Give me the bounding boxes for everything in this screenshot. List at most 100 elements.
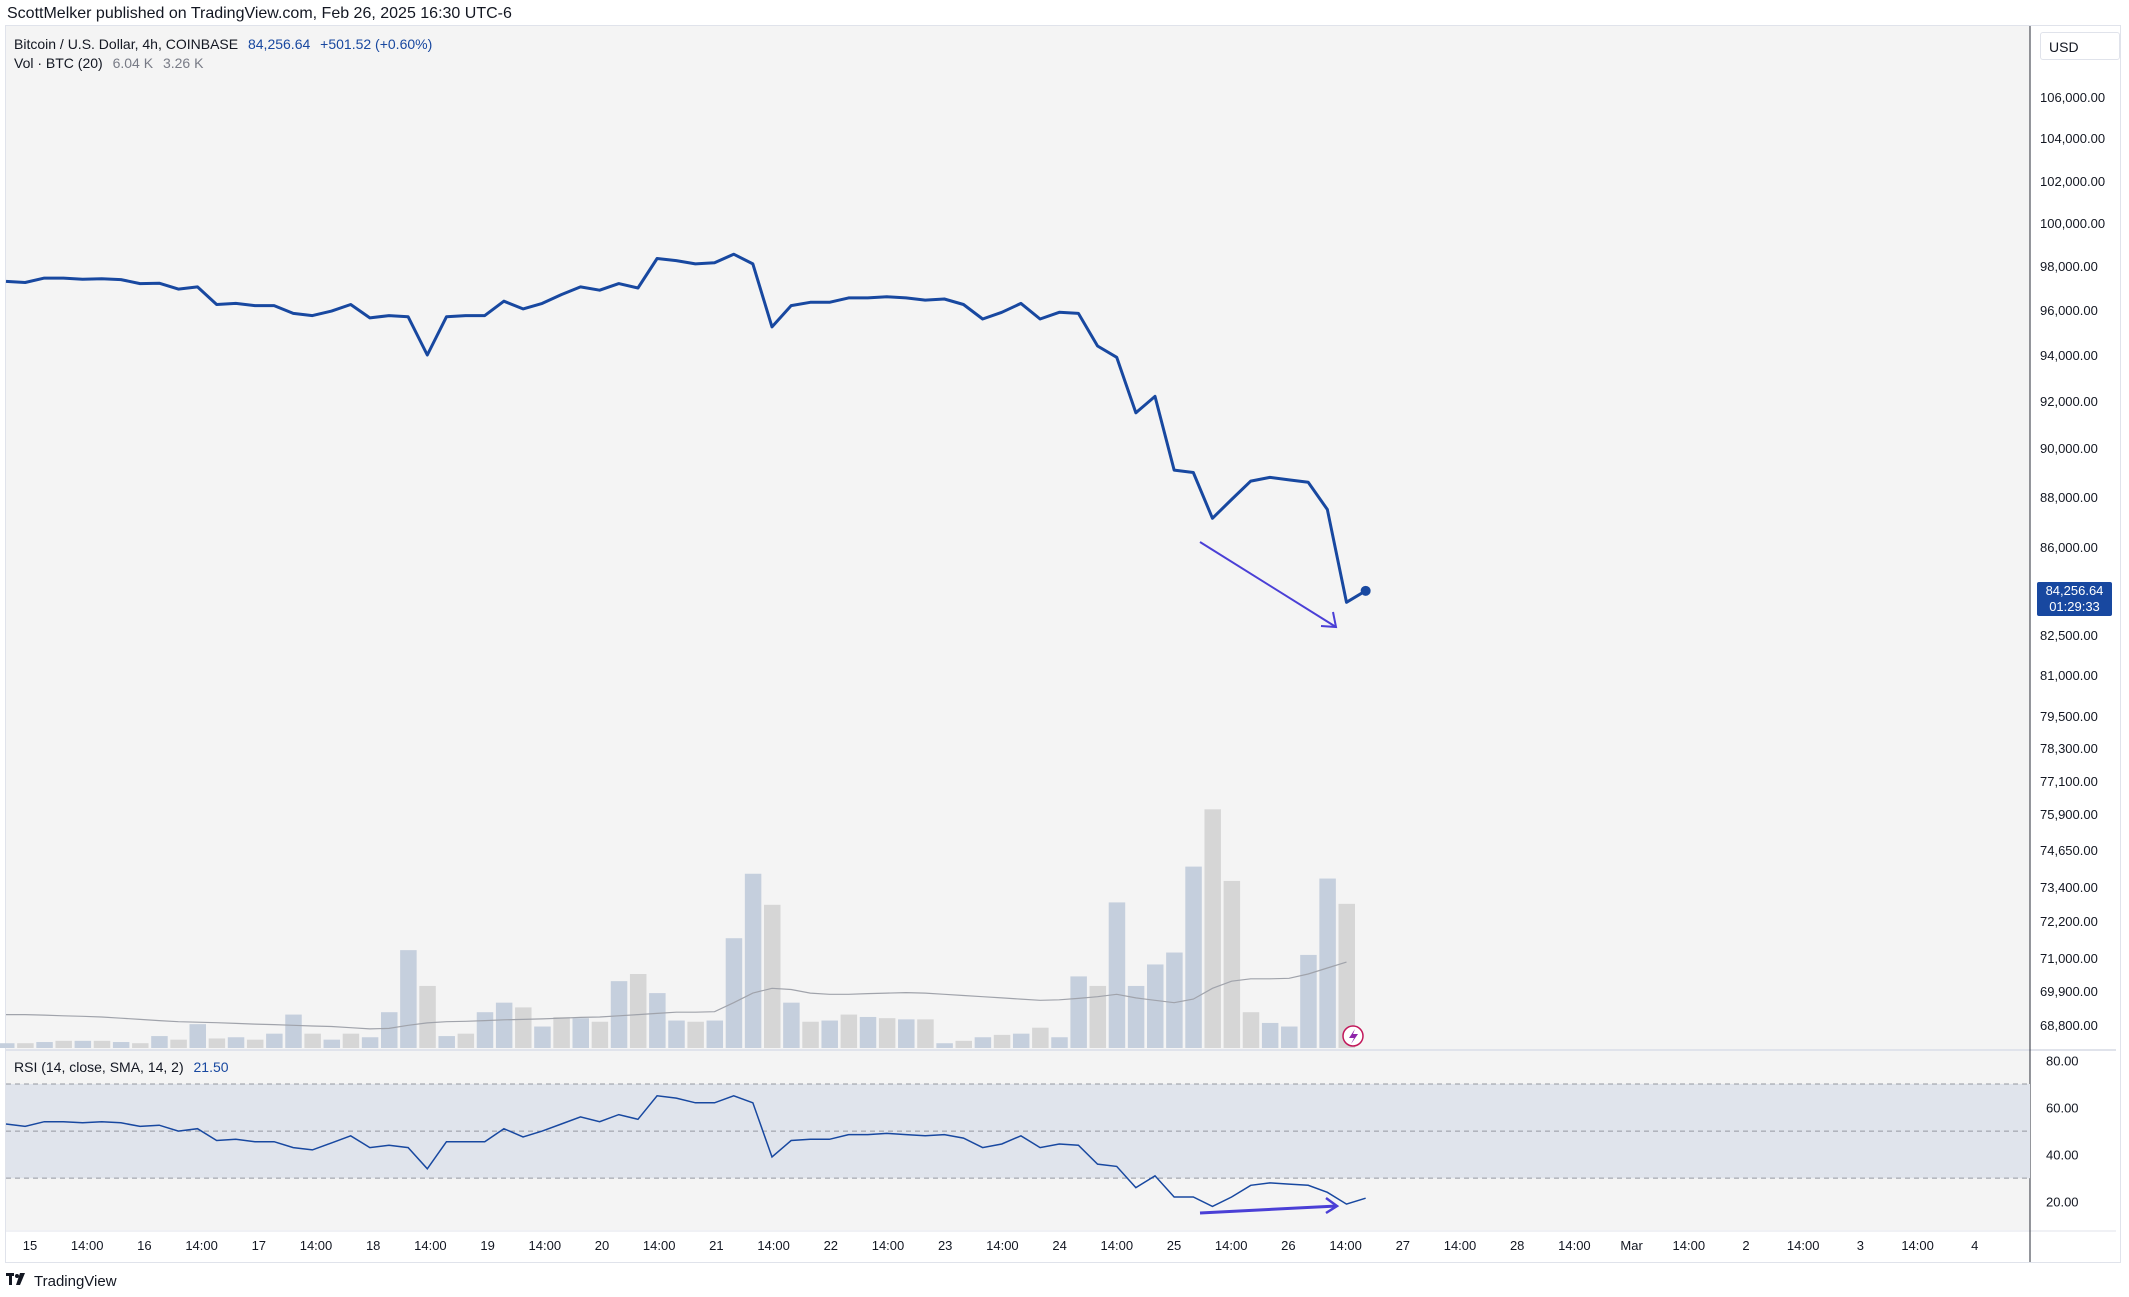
price-axis-label: 106,000.00 — [2040, 90, 2105, 105]
price-pane — [5, 252, 1371, 604]
time-axis-label: 23 — [938, 1238, 952, 1253]
rsi-line — [5, 1095, 1366, 1208]
price-axis-label: 77,100.00 — [2040, 774, 2098, 789]
drawings[interactable] — [1199, 541, 1364, 1215]
time-axis-label: 14:00 — [872, 1238, 905, 1253]
volume-bar — [1070, 976, 1087, 1048]
tradingview-logo-icon — [6, 1272, 28, 1290]
rsi-title[interactable]: RSI (14, close, SMA, 14, 2) — [14, 1059, 184, 1075]
time-axis-label: 18 — [366, 1238, 380, 1253]
volume-bar — [859, 1016, 877, 1048]
time-axis-label: 27 — [1396, 1238, 1410, 1253]
volume-bar — [112, 1042, 130, 1048]
time-axis-label: 24 — [1052, 1238, 1066, 1253]
price-axis-label: 69,900.00 — [2040, 984, 2098, 999]
price-axis-label: 92,000.00 — [2040, 394, 2098, 409]
volume-bar — [304, 1033, 321, 1048]
price-axis-label: 88,000.00 — [2040, 490, 2098, 505]
time-axis-label: 14:00 — [1673, 1238, 1706, 1253]
volume-bar — [1281, 1026, 1298, 1048]
time-axis-label: 14:00 — [185, 1238, 218, 1253]
time-axis-label: 14:00 — [757, 1238, 790, 1253]
time-axis-label: 14:00 — [1215, 1238, 1248, 1253]
price-axis-label: 104,000.00 — [2040, 131, 2105, 146]
time-axis-label: 14:00 — [1901, 1238, 1934, 1253]
volume-bar — [572, 1018, 589, 1048]
volume-bar — [764, 904, 781, 1048]
time-axis-label: Mar — [1620, 1238, 1643, 1253]
time-axis-label: 14:00 — [529, 1238, 562, 1253]
last-price-tag: 84,256.64 01:29:33 — [2037, 582, 2112, 616]
volume-bar — [93, 1040, 111, 1048]
volume-bar — [1261, 1022, 1279, 1048]
volume-bar — [0, 1043, 15, 1048]
time-axis-label: 21 — [709, 1238, 723, 1253]
currency-selector[interactable]: USD — [2040, 32, 2120, 60]
volume-ma-value: 3.26 K — [162, 55, 204, 71]
price-axis-label: 78,300.00 — [2040, 741, 2098, 756]
footer-brand-label: TradingView — [34, 1272, 117, 1290]
price-tag-value: 84,256.64 — [2045, 583, 2104, 598]
volume-bar — [1204, 809, 1221, 1048]
rsi-axis-label: 80.00 — [2046, 1053, 2079, 1068]
volume-bar — [725, 938, 743, 1048]
volume-bar — [1242, 1012, 1260, 1048]
time-axis-label: 14:00 — [71, 1238, 104, 1253]
volume-bar — [419, 985, 436, 1048]
time-axis-label: 14:00 — [1558, 1238, 1591, 1253]
volume-bar — [361, 1037, 379, 1048]
volume-bar — [266, 1033, 283, 1048]
price-axis-label: 98,000.00 — [2040, 259, 2098, 274]
axes: 106,000.00 104,000.00 102,000.00 100,000.00… — [23, 90, 2105, 1253]
time-axis-label: 2 — [1742, 1238, 1749, 1253]
time-axis-label: 26 — [1281, 1238, 1295, 1253]
price-axis-label: 90,000.00 — [2040, 441, 2098, 456]
price-axis-label: 86,000.00 — [2040, 540, 2098, 555]
time-axis-label: 14:00 — [1329, 1238, 1362, 1253]
volume-title[interactable]: Vol · BTC (20) — [14, 55, 103, 71]
volume-bar — [802, 1021, 819, 1048]
main-legend: Bitcoin / U.S. Dollar, 4h, COINBASE 84,2… — [14, 36, 438, 52]
time-axis-label: 16 — [137, 1238, 151, 1253]
volume-bar — [591, 1021, 609, 1048]
volume-bar — [438, 1036, 455, 1048]
volume-bar — [132, 1043, 149, 1048]
chart-background — [6, 26, 2116, 1262]
price-axis-label: 71,000.00 — [2040, 951, 2098, 966]
time-axis-label: 20 — [595, 1238, 609, 1253]
price-divergence-arrowhead — [1320, 611, 1338, 629]
volume-bar — [840, 1014, 858, 1048]
time-axis-label: 14:00 — [643, 1238, 676, 1253]
volume-bar — [898, 1019, 915, 1048]
volume-bar — [17, 1043, 34, 1048]
time-axis-label: 14:00 — [414, 1238, 447, 1253]
published-header: ScottMelker published on TradingView.com… — [7, 5, 512, 22]
symbol-title[interactable]: Bitcoin / U.S. Dollar, 4h, COINBASE — [14, 36, 239, 52]
volume-bar — [227, 1037, 245, 1048]
rsi-axis-label: 40.00 — [2046, 1148, 2079, 1163]
volume-bar — [917, 1019, 934, 1048]
volume-legend: Vol · BTC (20) 6.04 K 3.26 K — [14, 55, 209, 71]
price-axis-label: 82,500.00 — [2040, 628, 2098, 643]
price-axis-label: 72,200.00 — [2040, 914, 2098, 929]
volume-bar — [974, 1037, 992, 1048]
price-change: +501.52 (+0.60%) — [320, 36, 433, 52]
volume-bar — [515, 1007, 532, 1048]
volume-bar — [246, 1039, 264, 1048]
price-divergence-arrow — [1199, 541, 1337, 628]
time-axis-label: 14:00 — [1787, 1238, 1820, 1253]
footer-brand[interactable]: TradingView — [6, 1272, 117, 1290]
volume-bar — [610, 981, 628, 1048]
volume-bar — [821, 1020, 838, 1048]
volume-bar — [1166, 952, 1183, 1048]
rsi-axis-label: 60.00 — [2046, 1101, 2079, 1116]
volume-pane — [0, 809, 1355, 1048]
last-price: 84,256.64 — [247, 36, 311, 52]
time-axis-label: 3 — [1857, 1238, 1864, 1253]
volume-bar — [783, 1002, 800, 1048]
time-axis-label: 4 — [1971, 1238, 1978, 1253]
price-axis-label: 81,000.00 — [2040, 668, 2098, 683]
time-axis-label: 17 — [252, 1238, 266, 1253]
volume-bar — [476, 1012, 494, 1048]
